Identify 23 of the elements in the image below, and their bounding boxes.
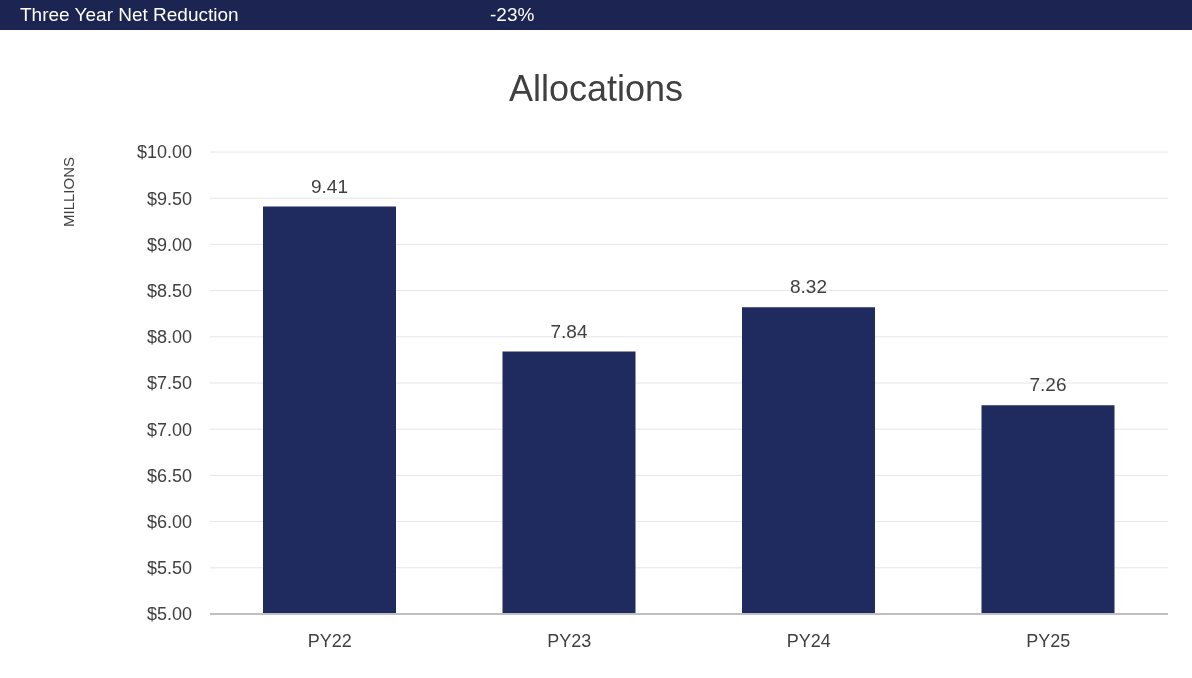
x-tick-label: PY24 xyxy=(786,630,831,651)
data-label: 7.84 xyxy=(550,320,588,342)
y-tick-label: $6.00 xyxy=(146,511,192,532)
y-tick-label: $10.00 xyxy=(136,142,192,163)
data-label: 7.26 xyxy=(1029,374,1067,396)
x-tick-label: PY25 xyxy=(1026,630,1071,651)
y-tick-label: $5.50 xyxy=(146,558,192,579)
y-tick-label: $9.50 xyxy=(146,188,192,209)
y-tick-label: $7.00 xyxy=(146,419,192,440)
data-label: 8.32 xyxy=(790,276,827,298)
y-tick-label: $7.50 xyxy=(146,373,192,394)
y-axis-title: MILLIONS xyxy=(59,156,77,228)
y-tick-label: $5.00 xyxy=(146,604,192,625)
text: Three Year Net Reduction xyxy=(20,4,239,26)
x-tick-label: PY22 xyxy=(307,630,352,651)
x-tick-label: PY23 xyxy=(547,630,592,651)
chart-title: Allocations xyxy=(507,68,685,110)
y-tick-label: $8.00 xyxy=(146,327,192,348)
y-tick-label: $8.50 xyxy=(146,280,192,301)
data-label: 9.41 xyxy=(311,175,348,197)
y-tick-label: $6.50 xyxy=(146,465,192,486)
text: -23% xyxy=(490,4,535,26)
y-tick-label: $9.00 xyxy=(146,234,192,255)
